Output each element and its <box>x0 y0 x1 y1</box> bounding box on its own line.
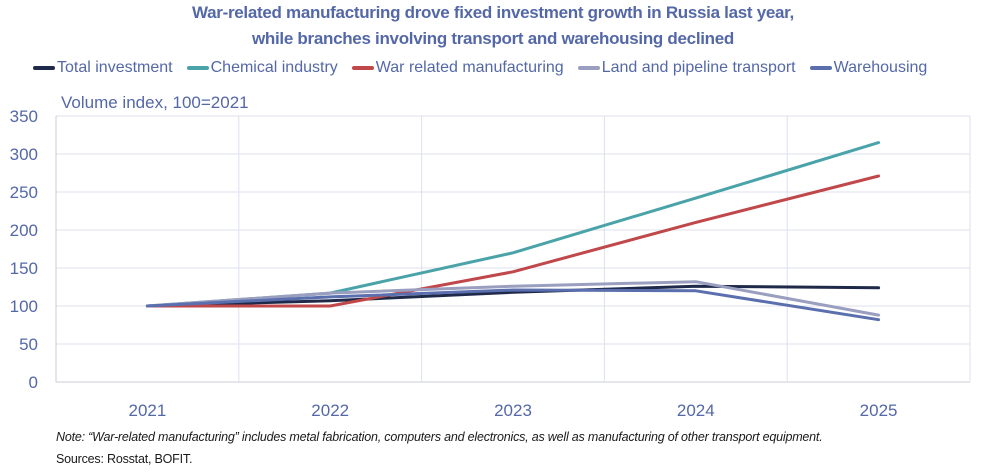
x-tick-label: 2024 <box>677 401 715 420</box>
legend-item-chemical-industry: Chemical industry <box>186 59 338 77</box>
sources: Sources: Rosstat, BOFIT. <box>56 452 193 466</box>
footnote: Note: “War-related manufacturing” includ… <box>56 430 823 444</box>
y-tick-label: 300 <box>10 145 38 164</box>
legend-item-land-pipeline-transport: Land and pipeline transport <box>577 59 796 77</box>
legend-label: Land and pipeline transport <box>601 59 796 76</box>
legend-label: War related manufacturing <box>375 59 564 76</box>
legend-swatch <box>33 66 55 70</box>
chart-subtitle: while branches involving transport and w… <box>252 29 734 48</box>
legend-swatch <box>577 66 600 70</box>
x-tick-label: 2025 <box>860 401 898 420</box>
gridlines <box>55 115 971 383</box>
series-line-warehousing <box>145 288 881 322</box>
chart-title: War-related manufacturing drove fixed in… <box>192 3 794 22</box>
legend-swatch <box>186 66 209 70</box>
y-tick-label: 250 <box>10 183 38 202</box>
x-axis-ticks: 2021 2022 2023 2024 2025 <box>128 401 897 420</box>
y-tick-label: 100 <box>10 297 38 316</box>
y-tick-label: 150 <box>10 259 38 278</box>
y-tick-label: 50 <box>19 335 38 354</box>
y-tick-label: 350 <box>10 107 38 126</box>
legend-label: Total investment <box>57 59 173 76</box>
series-lines <box>145 141 881 322</box>
series-line-total-investment <box>145 284 881 308</box>
y-axis-unit-label: Volume index, 100=2021 <box>61 93 249 112</box>
legend-item-total-investment: Total investment <box>33 59 173 77</box>
y-axis-ticks: 0 50 100 150 200 250 300 350 <box>10 107 38 392</box>
x-tick-label: 2023 <box>494 401 532 420</box>
x-tick-label: 2021 <box>128 401 166 420</box>
y-tick-label: 200 <box>10 221 38 240</box>
legend-item-warehousing: Warehousing <box>809 59 928 77</box>
legend: Total investment Chemical industry War r… <box>33 59 927 77</box>
legend-label: Warehousing <box>833 59 928 76</box>
legend-label: Chemical industry <box>210 59 338 76</box>
x-tick-label: 2022 <box>311 401 349 420</box>
y-tick-label: 0 <box>29 373 38 392</box>
series-line-land-and-pipeline-transport <box>145 280 881 317</box>
legend-swatch <box>351 66 374 70</box>
legend-item-war-related-manufacturing: War related manufacturing <box>351 59 564 77</box>
series-line-chemical-industry <box>145 141 881 308</box>
series-line-war-related-manufacturing <box>145 174 881 308</box>
legend-swatch <box>809 66 832 70</box>
